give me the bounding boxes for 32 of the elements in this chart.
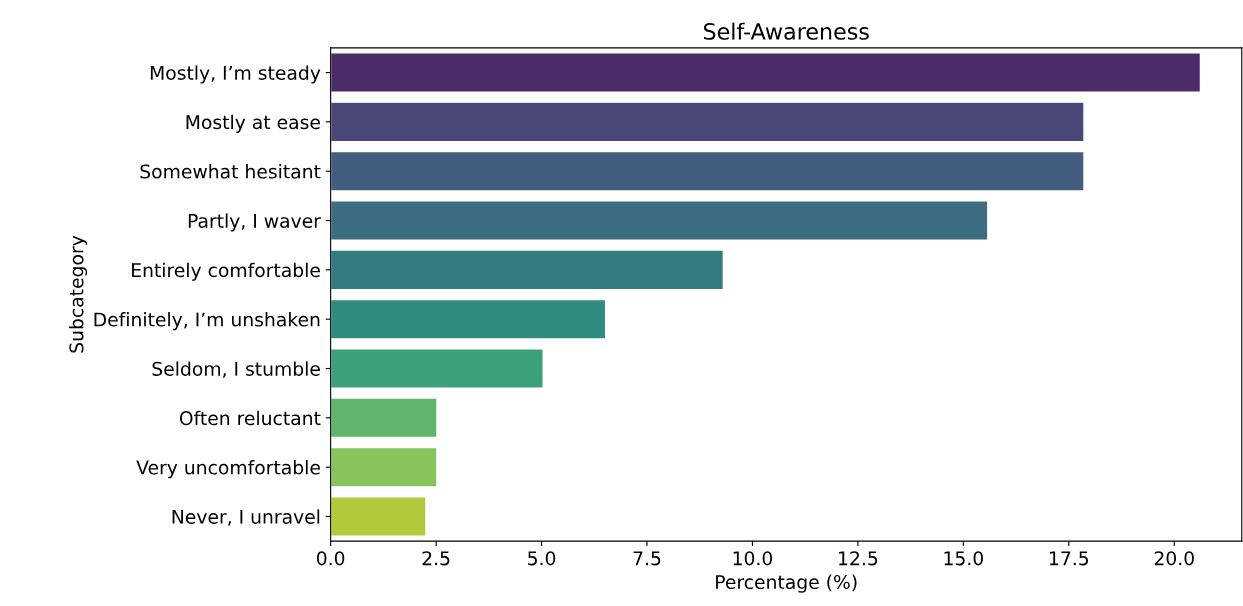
y-tick-label: Entirely comfortable <box>132 262 320 281</box>
y-tick-label: Mostly at ease <box>186 114 320 133</box>
y-tick-label: Somewhat hesitant <box>140 164 321 179</box>
y-tick-label: Never, I unravel <box>172 509 320 526</box>
x-tick-label: 5.0 <box>528 551 556 566</box>
bar <box>330 496 427 537</box>
bar <box>330 101 1085 143</box>
y-tick-label: Partly, I waver <box>188 213 321 232</box>
y-tick-label: Often reluctant <box>179 410 321 426</box>
y-tick-label: Definitely, I’m unshaken <box>94 312 320 331</box>
bar <box>330 446 438 488</box>
x-tick-label: 7.5 <box>633 551 661 566</box>
bar <box>330 52 1202 93</box>
x-tick-label: 10.0 <box>733 551 773 566</box>
y-tick-label: Very uncomfortable <box>136 460 320 479</box>
x-tick-label: 20.0 <box>1154 551 1194 566</box>
bar <box>330 298 607 340</box>
y-tick-label: Seldom, I stumble <box>152 361 320 378</box>
x-tick-label: 17.5 <box>1050 551 1089 566</box>
bar <box>330 249 725 291</box>
x-tick-label: 0.0 <box>316 551 345 566</box>
y-axis-title: Subcategory <box>69 235 88 353</box>
bar <box>330 397 438 439</box>
chart-title: Self-Awareness <box>703 22 869 40</box>
x-axis-title: Percentage (%) <box>716 574 857 593</box>
x-tick-label: 12.5 <box>839 551 878 566</box>
y-tick-label: Mostly, I’m steady <box>150 65 321 84</box>
x-tick-label: 2.5 <box>422 551 450 566</box>
bar <box>330 348 544 389</box>
bar <box>330 200 989 241</box>
bar <box>330 150 1085 192</box>
x-tick-label: 15.0 <box>944 551 983 566</box>
